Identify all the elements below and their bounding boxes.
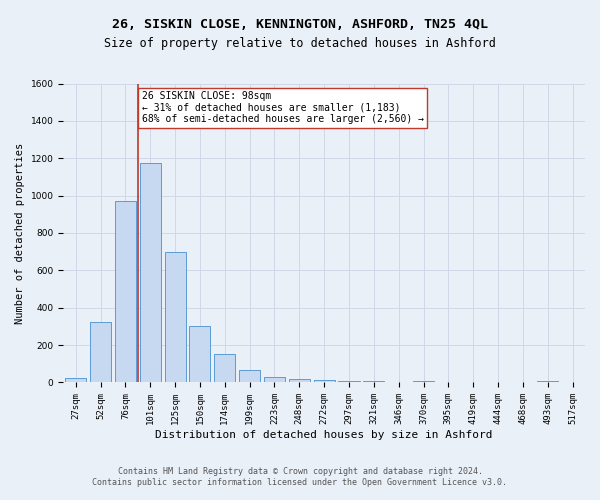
Bar — [537, 380, 558, 382]
Bar — [214, 354, 235, 382]
Text: Contains public sector information licensed under the Open Government Licence v3: Contains public sector information licen… — [92, 478, 508, 487]
Bar — [90, 322, 111, 382]
Text: 26 SISKIN CLOSE: 98sqm
← 31% of detached houses are smaller (1,183)
68% of semi-: 26 SISKIN CLOSE: 98sqm ← 31% of detached… — [142, 91, 424, 124]
Bar — [115, 201, 136, 382]
Bar — [338, 380, 359, 382]
Y-axis label: Number of detached properties: Number of detached properties — [15, 142, 25, 324]
Text: Size of property relative to detached houses in Ashford: Size of property relative to detached ho… — [104, 38, 496, 51]
Text: 26, SISKIN CLOSE, KENNINGTON, ASHFORD, TN25 4QL: 26, SISKIN CLOSE, KENNINGTON, ASHFORD, T… — [112, 18, 488, 30]
X-axis label: Distribution of detached houses by size in Ashford: Distribution of detached houses by size … — [155, 430, 493, 440]
Bar — [65, 378, 86, 382]
Bar — [314, 380, 335, 382]
Text: Contains HM Land Registry data © Crown copyright and database right 2024.: Contains HM Land Registry data © Crown c… — [118, 467, 482, 476]
Bar — [264, 377, 285, 382]
Bar — [289, 378, 310, 382]
Bar — [239, 370, 260, 382]
Bar — [190, 326, 211, 382]
Bar — [164, 252, 185, 382]
Bar — [413, 380, 434, 382]
Bar — [140, 163, 161, 382]
Bar — [363, 380, 385, 382]
